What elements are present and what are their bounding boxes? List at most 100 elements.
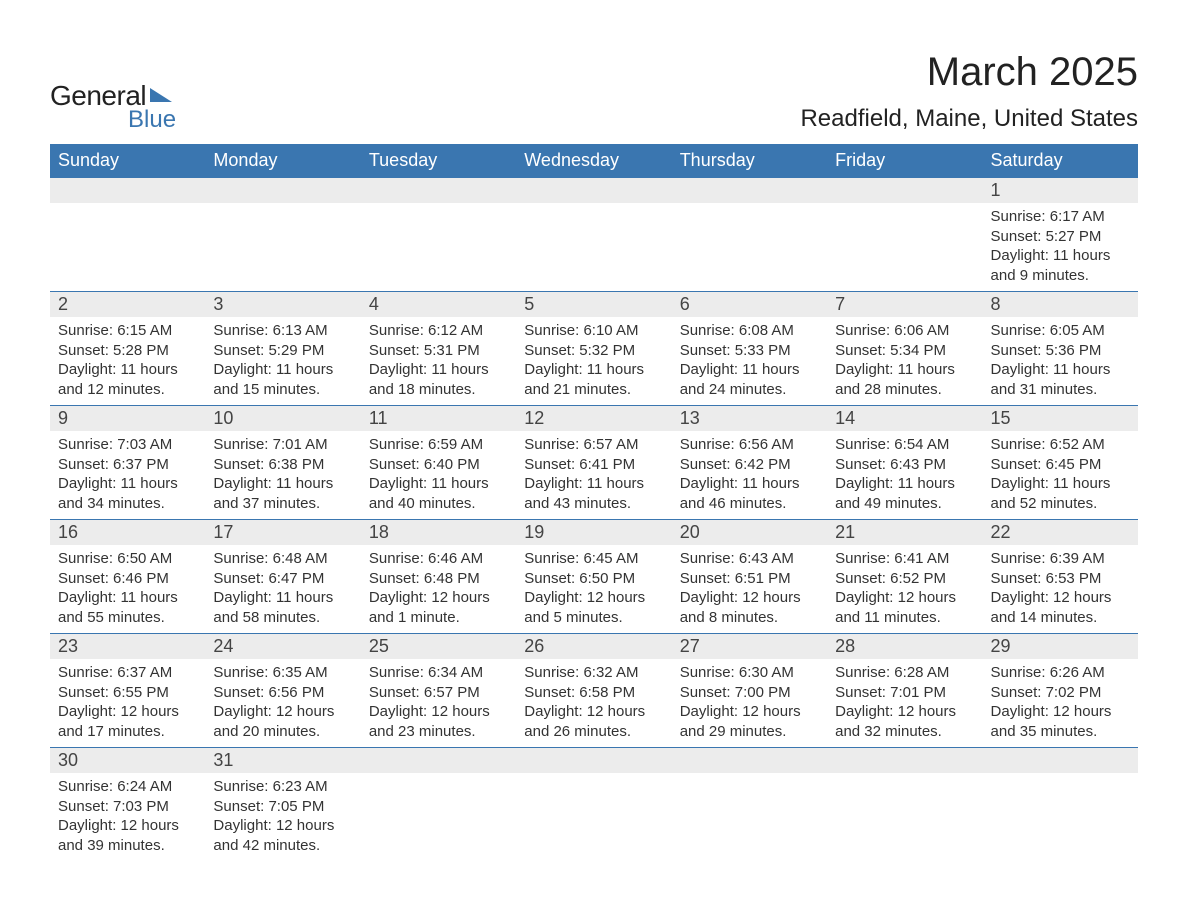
sunrise-line: Sunrise: 6:10 AM	[524, 321, 663, 341]
sunset-line: Sunset: 6:47 PM	[213, 569, 352, 589]
sunset-line: Sunset: 6:41 PM	[524, 455, 663, 475]
calendar-cell: 1Sunrise: 6:17 AMSunset: 5:27 PMDaylight…	[983, 178, 1138, 292]
daylight-line-1: Daylight: 12 hours	[213, 816, 352, 836]
daylight-line-1: Daylight: 11 hours	[991, 246, 1130, 266]
day-number-empty	[361, 178, 516, 203]
sunset-line: Sunset: 6:55 PM	[58, 683, 197, 703]
day-number-empty	[672, 748, 827, 773]
day-content: Sunrise: 6:28 AMSunset: 7:01 PMDaylight:…	[827, 659, 982, 747]
calendar-cell: 20Sunrise: 6:43 AMSunset: 6:51 PMDayligh…	[672, 520, 827, 634]
sunrise-line: Sunrise: 6:26 AM	[991, 663, 1130, 683]
sunset-line: Sunset: 5:33 PM	[680, 341, 819, 361]
calendar-cell: 17Sunrise: 6:48 AMSunset: 6:47 PMDayligh…	[205, 520, 360, 634]
daylight-line-2: and 21 minutes.	[524, 380, 663, 400]
day-header-fri: Friday	[827, 144, 982, 178]
daylight-line-1: Daylight: 12 hours	[835, 702, 974, 722]
sunrise-line: Sunrise: 6:48 AM	[213, 549, 352, 569]
sunrise-line: Sunrise: 6:30 AM	[680, 663, 819, 683]
calendar-cell: 21Sunrise: 6:41 AMSunset: 6:52 PMDayligh…	[827, 520, 982, 634]
sunrise-line: Sunrise: 7:01 AM	[213, 435, 352, 455]
day-content-empty	[827, 203, 982, 275]
day-number: 22	[983, 520, 1138, 545]
calendar-cell: 25Sunrise: 6:34 AMSunset: 6:57 PMDayligh…	[361, 634, 516, 748]
daylight-line-1: Daylight: 12 hours	[58, 816, 197, 836]
sunset-line: Sunset: 6:48 PM	[369, 569, 508, 589]
daylight-line-2: and 26 minutes.	[524, 722, 663, 742]
daylight-line-2: and 11 minutes.	[835, 608, 974, 628]
daylight-line-1: Daylight: 11 hours	[835, 360, 974, 380]
daylight-line-2: and 28 minutes.	[835, 380, 974, 400]
sunset-line: Sunset: 6:45 PM	[991, 455, 1130, 475]
calendar-cell: 30Sunrise: 6:24 AMSunset: 7:03 PMDayligh…	[50, 748, 205, 862]
day-content-empty	[983, 773, 1138, 845]
daylight-line-1: Daylight: 12 hours	[835, 588, 974, 608]
day-content: Sunrise: 6:50 AMSunset: 6:46 PMDaylight:…	[50, 545, 205, 633]
calendar-cell	[361, 178, 516, 292]
day-number: 13	[672, 406, 827, 431]
daylight-line-1: Daylight: 11 hours	[58, 588, 197, 608]
sunset-line: Sunset: 7:01 PM	[835, 683, 974, 703]
day-number: 2	[50, 292, 205, 317]
day-number: 19	[516, 520, 671, 545]
calendar-cell: 28Sunrise: 6:28 AMSunset: 7:01 PMDayligh…	[827, 634, 982, 748]
day-number: 24	[205, 634, 360, 659]
sunset-line: Sunset: 6:38 PM	[213, 455, 352, 475]
calendar-cell: 23Sunrise: 6:37 AMSunset: 6:55 PMDayligh…	[50, 634, 205, 748]
day-content: Sunrise: 6:08 AMSunset: 5:33 PMDaylight:…	[672, 317, 827, 405]
daylight-line-2: and 58 minutes.	[213, 608, 352, 628]
sunrise-line: Sunrise: 6:15 AM	[58, 321, 197, 341]
daylight-line-1: Daylight: 12 hours	[680, 702, 819, 722]
daylight-line-1: Daylight: 11 hours	[524, 474, 663, 494]
day-number: 23	[50, 634, 205, 659]
daylight-line-2: and 12 minutes.	[58, 380, 197, 400]
daylight-line-2: and 9 minutes.	[991, 266, 1130, 286]
sunrise-line: Sunrise: 6:59 AM	[369, 435, 508, 455]
sunrise-line: Sunrise: 6:32 AM	[524, 663, 663, 683]
day-content-empty	[205, 203, 360, 275]
day-number: 31	[205, 748, 360, 773]
day-content: Sunrise: 7:01 AMSunset: 6:38 PMDaylight:…	[205, 431, 360, 519]
day-number-empty	[827, 178, 982, 203]
day-content-empty	[361, 773, 516, 845]
day-content: Sunrise: 6:13 AMSunset: 5:29 PMDaylight:…	[205, 317, 360, 405]
calendar-table: Sunday Monday Tuesday Wednesday Thursday…	[50, 144, 1138, 861]
sunset-line: Sunset: 5:29 PM	[213, 341, 352, 361]
calendar-cell: 29Sunrise: 6:26 AMSunset: 7:02 PMDayligh…	[983, 634, 1138, 748]
sunrise-line: Sunrise: 7:03 AM	[58, 435, 197, 455]
daylight-line-1: Daylight: 11 hours	[524, 360, 663, 380]
day-number: 20	[672, 520, 827, 545]
day-content: Sunrise: 6:35 AMSunset: 6:56 PMDaylight:…	[205, 659, 360, 747]
logo-text-blue: Blue	[128, 106, 176, 134]
day-content: Sunrise: 6:06 AMSunset: 5:34 PMDaylight:…	[827, 317, 982, 405]
day-content: Sunrise: 6:41 AMSunset: 6:52 PMDaylight:…	[827, 545, 982, 633]
sunrise-line: Sunrise: 6:50 AM	[58, 549, 197, 569]
daylight-line-1: Daylight: 11 hours	[680, 474, 819, 494]
calendar-cell: 22Sunrise: 6:39 AMSunset: 6:53 PMDayligh…	[983, 520, 1138, 634]
day-number-empty	[361, 748, 516, 773]
day-number: 18	[361, 520, 516, 545]
day-content: Sunrise: 6:30 AMSunset: 7:00 PMDaylight:…	[672, 659, 827, 747]
sunset-line: Sunset: 6:37 PM	[58, 455, 197, 475]
day-number-empty	[516, 748, 671, 773]
sunset-line: Sunset: 6:43 PM	[835, 455, 974, 475]
calendar-week: 16Sunrise: 6:50 AMSunset: 6:46 PMDayligh…	[50, 520, 1138, 634]
sunrise-line: Sunrise: 6:28 AM	[835, 663, 974, 683]
day-content: Sunrise: 6:37 AMSunset: 6:55 PMDaylight:…	[50, 659, 205, 747]
daylight-line-1: Daylight: 12 hours	[369, 588, 508, 608]
day-header-mon: Monday	[205, 144, 360, 178]
day-number: 16	[50, 520, 205, 545]
calendar-cell	[50, 178, 205, 292]
day-content: Sunrise: 6:15 AMSunset: 5:28 PMDaylight:…	[50, 317, 205, 405]
calendar-cell: 14Sunrise: 6:54 AMSunset: 6:43 PMDayligh…	[827, 406, 982, 520]
calendar-week: 2Sunrise: 6:15 AMSunset: 5:28 PMDaylight…	[50, 292, 1138, 406]
sunset-line: Sunset: 5:27 PM	[991, 227, 1130, 247]
day-number: 1	[983, 178, 1138, 203]
day-content: Sunrise: 6:45 AMSunset: 6:50 PMDaylight:…	[516, 545, 671, 633]
day-number: 8	[983, 292, 1138, 317]
day-number: 9	[50, 406, 205, 431]
day-content-empty	[672, 203, 827, 275]
calendar-cell: 6Sunrise: 6:08 AMSunset: 5:33 PMDaylight…	[672, 292, 827, 406]
daylight-line-2: and 1 minute.	[369, 608, 508, 628]
daylight-line-1: Daylight: 11 hours	[369, 360, 508, 380]
day-content: Sunrise: 6:43 AMSunset: 6:51 PMDaylight:…	[672, 545, 827, 633]
